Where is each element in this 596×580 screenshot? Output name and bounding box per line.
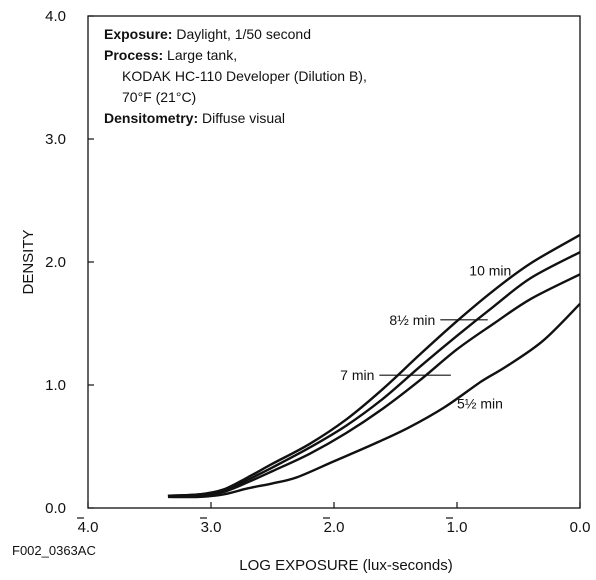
x-tick-label: 1.0 [447,519,468,536]
info-line: Exposure: Daylight, 1/50 second [104,26,311,42]
x-tick-label: 3.0 [201,519,222,536]
curve-label: 7 min [340,367,374,383]
info-value: Large tank, [163,47,237,63]
info-value: Diffuse visual [198,110,285,126]
info-line: Densitometry: Diffuse visual [104,110,285,126]
figure-id: F002_0363AC [12,543,96,558]
x-tick-label: 0.0 [570,519,591,536]
info-line: 70°F (21°C) [122,89,196,105]
curve-label: 10 min [469,263,511,279]
curve-label: 8½ min [389,312,435,328]
info-key: Process: [104,47,163,63]
y-tick-label: 4.0 [45,8,66,25]
y-tick-label: 0.0 [45,500,66,517]
info-line: Process: Large tank, [104,47,237,63]
curve-label: 5½ min [457,395,503,411]
info-key: Densitometry: [104,110,198,126]
info-value: Daylight, 1/50 second [172,26,311,42]
info-line: KODAK HC-110 Developer (Dilution B), [122,68,367,84]
info-key: Exposure: [104,26,172,42]
info-box: Exposure: Daylight, 1/50 second Process: … [104,26,367,126]
x-tick-label: 4.0 [78,519,99,536]
info-value: 70°F (21°C) [122,89,196,105]
y-tick-label: 1.0 [45,377,66,394]
series-line-1 [167,233,581,497]
y-tick-label: 2.0 [45,254,66,271]
series-line-3 [167,273,581,498]
y-axis-label: DENSITY [20,229,37,294]
series-line-4 [167,302,581,499]
x-axis-label: LOG EXPOSURE (lux-seconds) [239,557,452,574]
y-tick-label: 3.0 [45,131,66,148]
x-tick-label: 2.0 [324,519,345,536]
info-value: KODAK HC-110 Developer (Dilution B), [122,68,367,84]
